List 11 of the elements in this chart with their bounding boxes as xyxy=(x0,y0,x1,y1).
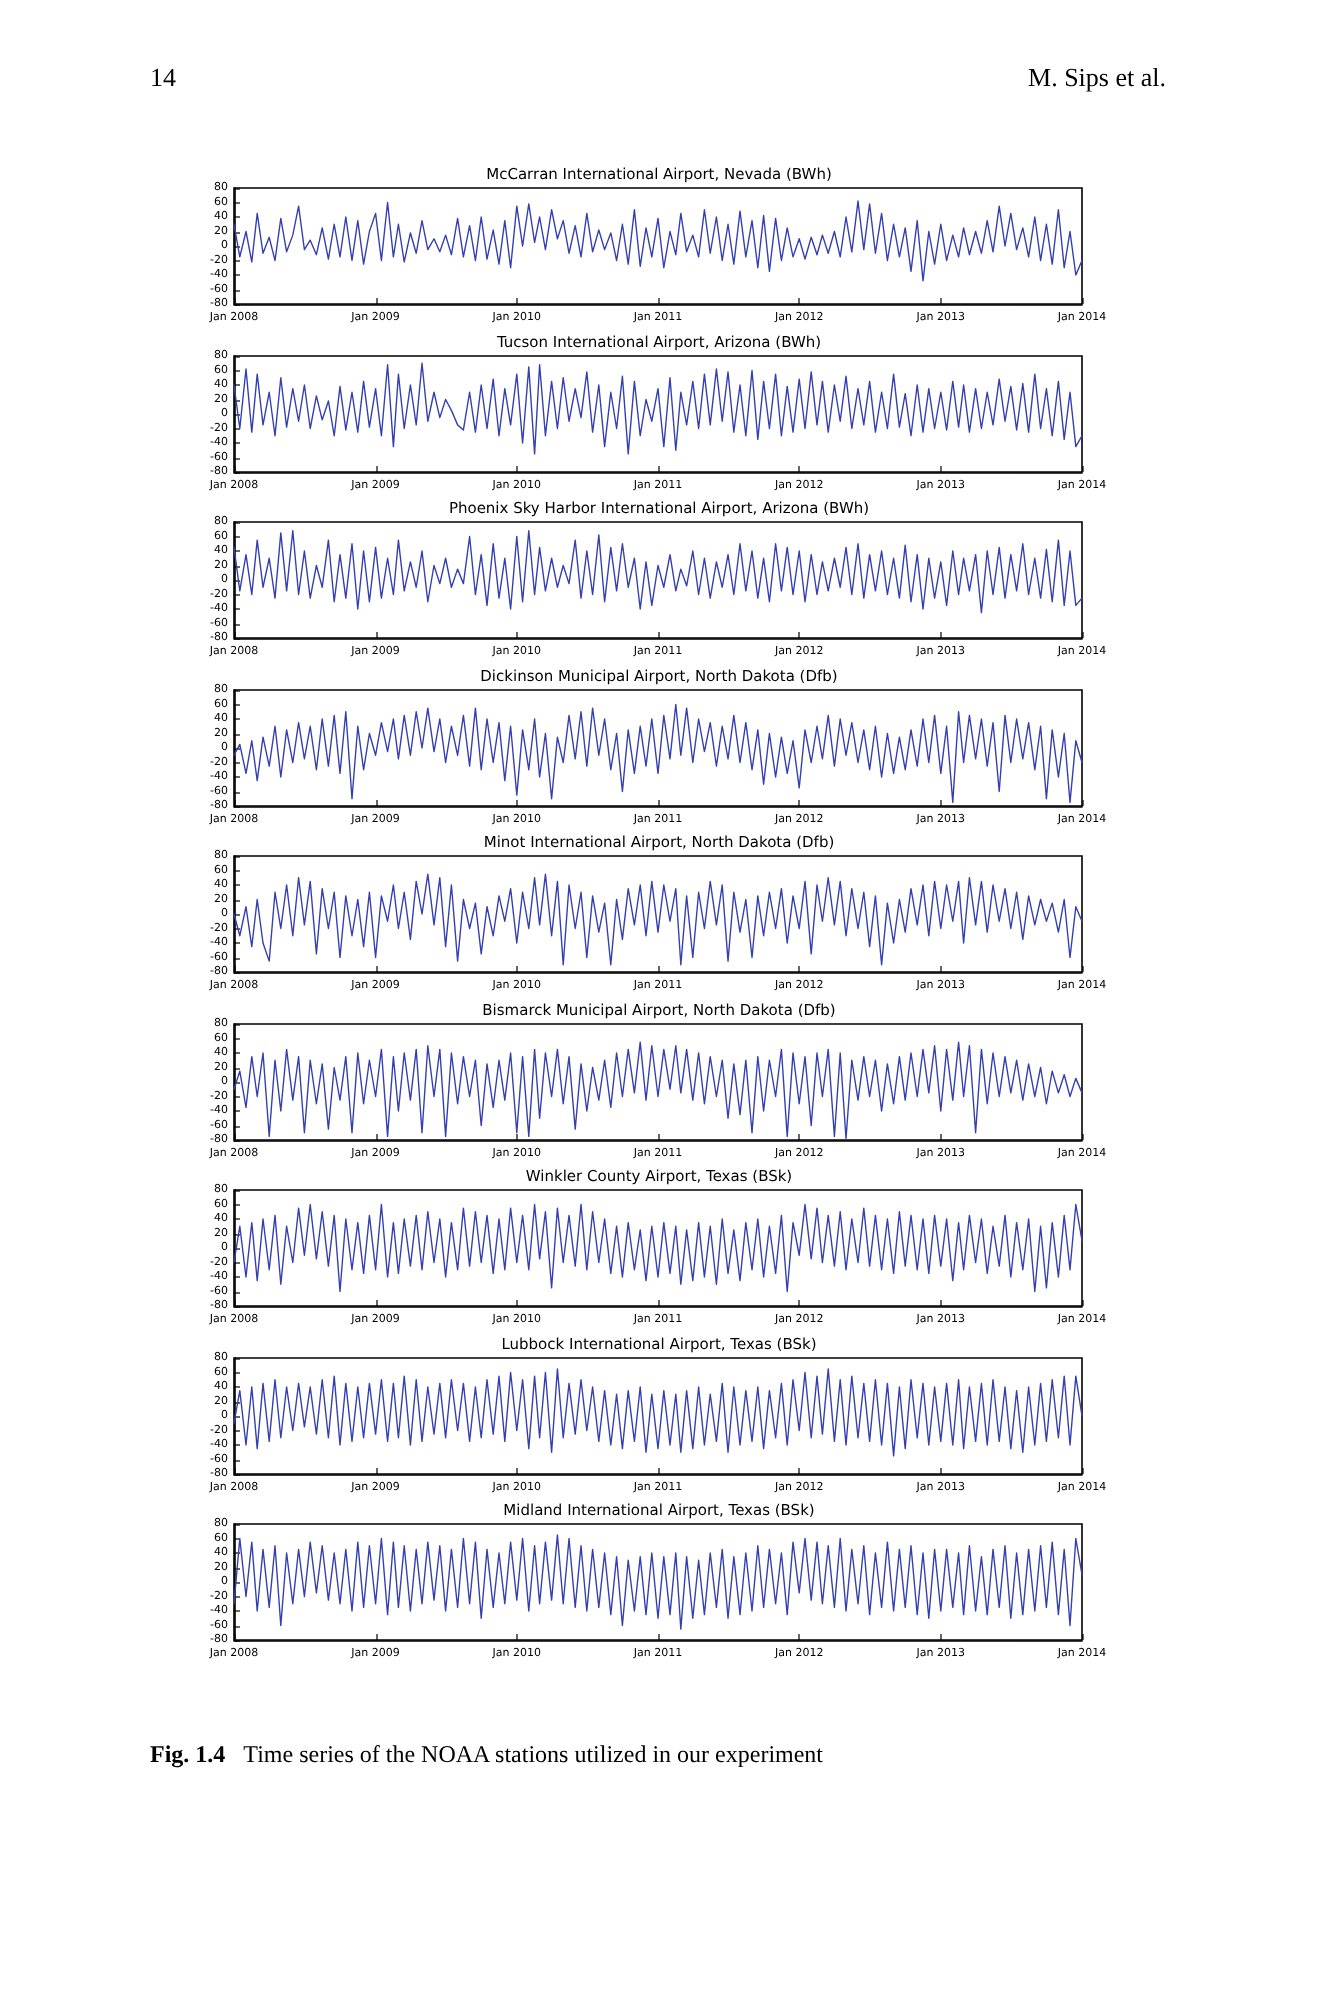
line-series xyxy=(233,1534,1083,1630)
line-series xyxy=(233,200,1083,282)
text: Time series of the NOAA stations utilized in our experiment xyxy=(243,1740,824,1768)
line-series xyxy=(233,1367,1083,1456)
line-series xyxy=(233,873,1083,966)
text: M. Sips et al. xyxy=(1028,62,1166,94)
caption: Fig. 1.4 xyxy=(150,1740,226,1768)
line-series xyxy=(233,530,1083,614)
line-series xyxy=(233,361,1083,454)
line-series xyxy=(233,1203,1083,1293)
text: 14 xyxy=(150,62,176,94)
